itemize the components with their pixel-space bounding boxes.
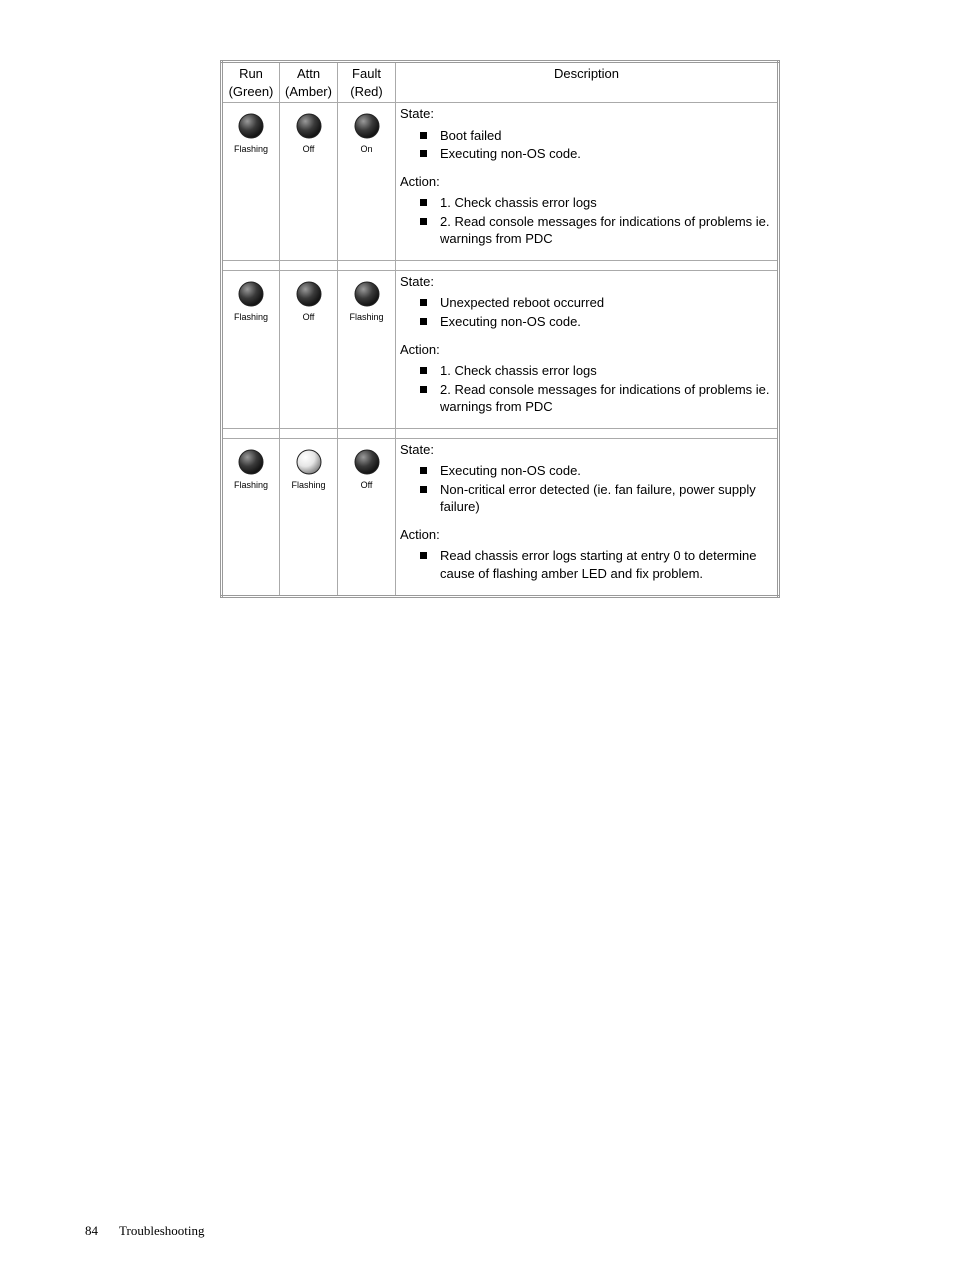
header-attn-line1: Attn [297,66,320,81]
state-label: State: [400,273,773,291]
action-item: 2. Read console messages for indications… [434,213,773,248]
header-fault: Fault (Red) [338,62,396,103]
header-fault-line1: Fault [352,66,381,81]
state-label: State: [400,441,773,459]
led-cell: On [338,103,396,261]
led-icon [352,111,382,141]
action-list: Read chassis error logs starting at entr… [400,547,773,582]
state-item: Non-critical error detected (ie. fan fai… [434,481,773,516]
led-cell: Off [280,103,338,261]
led-icon [294,447,324,477]
spacer-row [222,428,779,438]
led-cell: Flashing [222,438,280,596]
led-caption: Off [284,143,333,155]
state-item: Boot failed [434,127,773,145]
action-item: 1. Check chassis error logs [434,194,773,212]
header-description-text: Description [554,66,619,81]
led-caption: On [342,143,391,155]
led-cell: Off [280,270,338,428]
state-list: Boot failedExecuting non-OS code. [400,127,773,163]
description-cell: State: Unexpected reboot occurredExecutin… [396,270,779,428]
state-item: Executing non-OS code. [434,313,773,331]
led-cell: Flashing [338,270,396,428]
led-cell: Off [338,438,396,596]
action-label: Action: [400,341,773,359]
table-row: Flashing Off Flashing State: Unexpected re… [222,270,779,428]
led-caption: Flashing [227,479,275,491]
header-fault-line2: (Red) [350,84,383,99]
header-run: Run (Green) [222,62,280,103]
action-list: 1. Check chassis error logs2. Read conso… [400,194,773,248]
action-item: Read chassis error logs starting at entr… [434,547,773,582]
action-item: 1. Check chassis error logs [434,362,773,380]
header-attn-line2: (Amber) [285,84,332,99]
header-run-line1: Run [239,66,263,81]
led-icon [294,279,324,309]
led-caption: Flashing [227,143,275,155]
action-item: 2. Read console messages for indications… [434,381,773,416]
state-label: State: [400,105,773,123]
table-header-row: Run (Green) Attn (Amber) Fault (Red) Des… [222,62,779,103]
led-icon [352,447,382,477]
led-icon [236,279,266,309]
led-caption: Flashing [227,311,275,323]
led-icon [236,447,266,477]
led-cell: Flashing [222,103,280,261]
header-description: Description [396,62,779,103]
led-status-table: Run (Green) Attn (Amber) Fault (Red) Des… [220,60,780,598]
state-list: Executing non-OS code.Non-critical error… [400,462,773,516]
footer-section: Troubleshooting [119,1223,204,1238]
led-icon [294,111,324,141]
led-icon [352,279,382,309]
action-label: Action: [400,526,773,544]
led-cell: Flashing [280,438,338,596]
state-list: Unexpected reboot occurredExecuting non-… [400,294,773,330]
led-caption: Flashing [284,479,333,491]
led-caption: Flashing [342,311,391,323]
action-list: 1. Check chassis error logs2. Read conso… [400,362,773,416]
state-item: Unexpected reboot occurred [434,294,773,312]
header-attn: Attn (Amber) [280,62,338,103]
state-item: Executing non-OS code. [434,462,773,480]
table-row: Flashing Flashing Off State: Executing non… [222,438,779,596]
page-number: 84 [85,1223,98,1238]
state-item: Executing non-OS code. [434,145,773,163]
spacer-row [222,260,779,270]
led-caption: Off [284,311,333,323]
action-label: Action: [400,173,773,191]
led-icon [236,111,266,141]
led-caption: Off [342,479,391,491]
description-cell: State: Boot failedExecuting non-OS code. A… [396,103,779,261]
description-cell: State: Executing non-OS code.Non-critical… [396,438,779,596]
table-row: Flashing Off On State: Boot failedExecutin… [222,103,779,261]
led-cell: Flashing [222,270,280,428]
header-run-line2: (Green) [229,84,274,99]
page-footer: 84 Troubleshooting [85,1223,205,1239]
